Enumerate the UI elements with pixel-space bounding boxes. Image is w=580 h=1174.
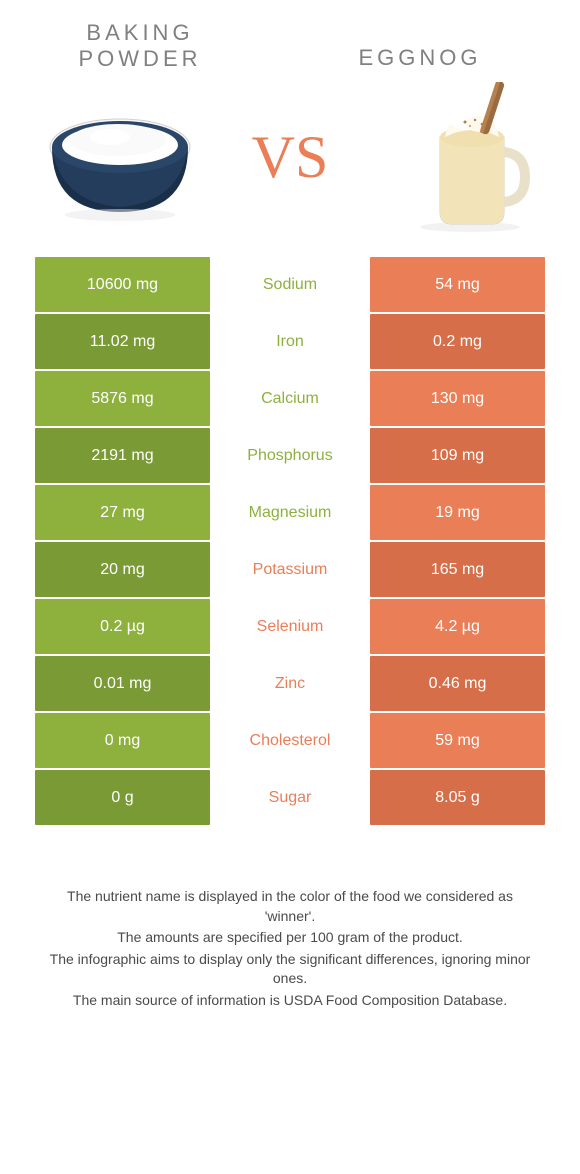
- footer-notes: The nutrient name is displayed in the co…: [0, 827, 580, 1011]
- value-left: 0 mg: [35, 713, 210, 768]
- value-right: 4.2 µg: [370, 599, 545, 654]
- table-row: 0 mgCholesterol59 mg: [35, 713, 545, 768]
- footer-line: The infographic aims to display only the…: [40, 950, 540, 989]
- nutrient-label: Cholesterol: [210, 713, 370, 768]
- footer-line: The nutrient name is displayed in the co…: [40, 887, 540, 926]
- table-row: 0 gSugar8.05 g: [35, 770, 545, 825]
- table-row: 5876 mgCalcium130 mg: [35, 371, 545, 426]
- value-left: 5876 mg: [35, 371, 210, 426]
- nutrient-label: Sugar: [210, 770, 370, 825]
- value-right: 0.46 mg: [370, 656, 545, 711]
- table-row: 10600 mgSodium54 mg: [35, 257, 545, 312]
- header: Baking Powder Eggnog: [0, 0, 580, 72]
- value-right: 54 mg: [370, 257, 545, 312]
- table-row: 20 mgPotassium165 mg: [35, 542, 545, 597]
- value-right: 130 mg: [370, 371, 545, 426]
- nutrient-label: Magnesium: [210, 485, 370, 540]
- nutrient-label: Sodium: [210, 257, 370, 312]
- value-right: 109 mg: [370, 428, 545, 483]
- table-row: 0.2 µgSelenium4.2 µg: [35, 599, 545, 654]
- value-left: 20 mg: [35, 542, 210, 597]
- food-right-title: Eggnog: [320, 45, 520, 72]
- value-right: 0.2 mg: [370, 314, 545, 369]
- table-row: 11.02 mgIron0.2 mg: [35, 314, 545, 369]
- value-right: 59 mg: [370, 713, 545, 768]
- nutrient-table: 10600 mgSodium54 mg11.02 mgIron0.2 mg587…: [0, 257, 580, 825]
- value-left: 11.02 mg: [35, 314, 210, 369]
- baking-powder-icon: [40, 92, 200, 222]
- images-row: VS: [0, 72, 580, 257]
- value-right: 8.05 g: [370, 770, 545, 825]
- nutrient-label: Iron: [210, 314, 370, 369]
- value-left: 0.01 mg: [35, 656, 210, 711]
- value-left: 27 mg: [35, 485, 210, 540]
- nutrient-label: Calcium: [210, 371, 370, 426]
- vs-label: VS: [252, 123, 329, 192]
- value-left: 2191 mg: [35, 428, 210, 483]
- food-left-title: Baking Powder: [40, 20, 240, 72]
- nutrient-label: Phosphorus: [210, 428, 370, 483]
- value-right: 19 mg: [370, 485, 545, 540]
- value-left: 10600 mg: [35, 257, 210, 312]
- table-row: 27 mgMagnesium19 mg: [35, 485, 545, 540]
- nutrient-label: Selenium: [210, 599, 370, 654]
- footer-line: The amounts are specified per 100 gram o…: [40, 928, 540, 948]
- value-right: 165 mg: [370, 542, 545, 597]
- table-row: 2191 mgPhosphorus109 mg: [35, 428, 545, 483]
- footer-line: The main source of information is USDA F…: [40, 991, 540, 1011]
- value-left: 0.2 µg: [35, 599, 210, 654]
- table-row: 0.01 mgZinc0.46 mg: [35, 656, 545, 711]
- eggnog-icon: [410, 82, 540, 232]
- nutrient-label: Zinc: [210, 656, 370, 711]
- nutrient-label: Potassium: [210, 542, 370, 597]
- value-left: 0 g: [35, 770, 210, 825]
